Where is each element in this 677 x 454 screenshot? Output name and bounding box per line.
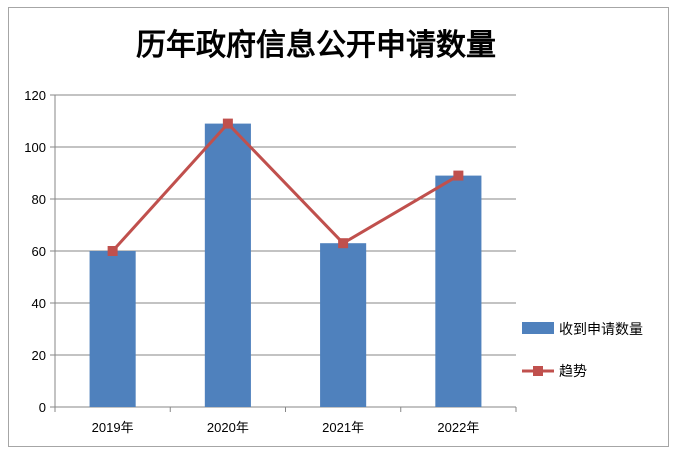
chart-title: 历年政府信息公开申请数量 bbox=[136, 28, 496, 62]
trend-marker bbox=[453, 170, 464, 181]
bar bbox=[320, 243, 367, 407]
y-tick-label: 40 bbox=[32, 296, 46, 311]
x-tick-label: 2019年 bbox=[92, 420, 134, 435]
legend-swatch-bar bbox=[522, 322, 554, 334]
y-tick-label: 120 bbox=[24, 88, 46, 103]
legend-label-line: 趋势 bbox=[559, 363, 587, 379]
trend-line bbox=[111, 122, 460, 253]
trend-marker bbox=[222, 118, 233, 129]
y-tick-label: 80 bbox=[32, 192, 46, 207]
y-tick-label: 60 bbox=[32, 244, 46, 259]
trend-marker bbox=[107, 246, 118, 256]
y-tick-label: 0 bbox=[39, 400, 46, 415]
x-tick-label: 2020年 bbox=[207, 420, 249, 435]
bar bbox=[89, 251, 136, 407]
y-tick-label: 100 bbox=[24, 140, 46, 155]
y-tick-label: 20 bbox=[32, 348, 46, 363]
trend-series bbox=[107, 118, 464, 256]
x-tick-label: 2021年 bbox=[322, 420, 364, 435]
bar bbox=[435, 175, 482, 407]
legend-swatch-marker bbox=[533, 366, 543, 376]
trend-marker bbox=[338, 238, 349, 249]
bar bbox=[204, 123, 251, 407]
x-tick-label: 2022年 bbox=[437, 420, 479, 435]
tick-labels: 0 20 40 60 80 100 120 2019年 2020年 2021年 2022年 bbox=[24, 88, 479, 435]
legend-label-bar: 收到申请数量 bbox=[559, 321, 643, 337]
bar-series bbox=[89, 123, 482, 407]
